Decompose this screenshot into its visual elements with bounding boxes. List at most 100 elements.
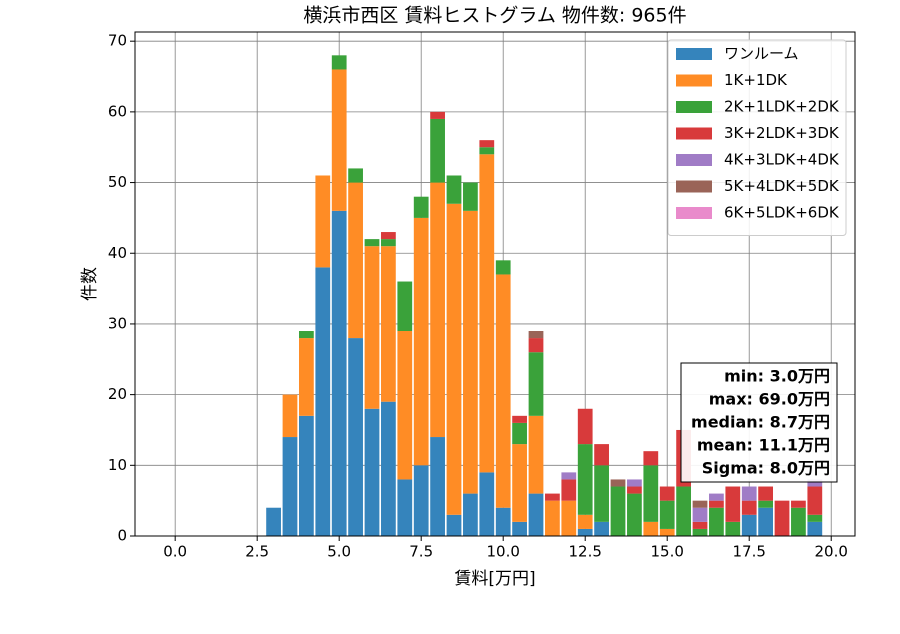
bar-segment [577, 408, 593, 445]
stats-line: median: 8.7万円 [691, 413, 830, 432]
legend-label: 2K+1LDK+2DK [724, 98, 840, 116]
bar-segment [791, 507, 806, 536]
bar-segment [479, 472, 495, 536]
bar-segment [413, 196, 429, 218]
bar-segment [446, 175, 462, 204]
bar-segment [446, 514, 462, 536]
stats-frame [680, 362, 838, 483]
bar-segment [364, 246, 380, 409]
bar-segment [807, 486, 823, 515]
bar-segment [528, 338, 544, 353]
legend-swatch [676, 154, 712, 166]
y-tick-label: 0 [117, 527, 127, 545]
bar-segment [446, 203, 462, 515]
legend-swatch [676, 207, 712, 219]
bar-segment [758, 486, 773, 501]
bar-segment [331, 55, 347, 70]
x-tick-label: 10.0 [486, 543, 519, 561]
x-tick-label: 5.0 [327, 543, 351, 561]
plot-frame [134, 31, 856, 537]
bar-segment [627, 479, 642, 487]
bar-segment [381, 401, 396, 536]
bar-segment [348, 168, 363, 183]
bar-segment [692, 500, 708, 508]
x-tick-label: 2.5 [245, 543, 269, 561]
bar-segment [512, 521, 527, 536]
bar-segment [528, 415, 544, 494]
legend-label: 1K+1DK [724, 71, 788, 89]
bar-segment [463, 210, 478, 494]
bar-segment [528, 331, 544, 339]
legend: ワンルーム 1K+1DK 2K+1LDK+2DK 3K+2LDK+3DK 4K+3LDK… [667, 39, 847, 236]
legend-swatch [676, 48, 712, 60]
stats-line: min: 3.0万円 [724, 367, 830, 386]
bar-segment [430, 182, 445, 438]
bar-segment [610, 486, 626, 536]
bar-segment [758, 500, 773, 508]
stats-line: max: 69.0万円 [709, 390, 830, 409]
bar-segment [807, 514, 823, 522]
bar-segment [528, 352, 544, 416]
bar-segment [577, 444, 593, 515]
bar-segment [725, 486, 741, 522]
bar-segment [594, 465, 609, 522]
x-axis-label: 賃料[万円] [454, 569, 535, 589]
bar-segment [397, 331, 413, 480]
bar-segment [463, 182, 478, 211]
chart-title: 横浜市西区 賃料ヒストグラム 物件数: 965件 [303, 5, 686, 27]
legend-label: ワンルーム [724, 45, 799, 63]
bar-segment [741, 500, 757, 515]
bar-segment [676, 486, 691, 536]
bar-segment [282, 437, 298, 536]
legend-label: 4K+3LDK+4DK [724, 151, 840, 169]
x-tick-label: 12.5 [569, 543, 602, 561]
bar-segment [692, 521, 708, 529]
bar-segment [495, 260, 511, 275]
bar-segment [741, 514, 757, 536]
bar-segment [331, 210, 347, 536]
bar-segment [577, 514, 593, 529]
legend-swatch [676, 180, 712, 193]
bar-segment [659, 528, 675, 536]
bar-segment [364, 408, 380, 536]
bar-segment [577, 528, 593, 536]
legend-label: 3K+2LDK+3DK [724, 124, 840, 142]
bar-segment [561, 500, 577, 536]
y-tick-label: 40 [108, 244, 127, 262]
x-tick-label: 20.0 [815, 543, 848, 561]
bar-segment [545, 500, 560, 536]
bar-segment [348, 182, 363, 339]
bar-segment [331, 69, 347, 211]
ticks: 0.0 2.5 5.0 7.5 10.0 12.5 15.0 17.5 20.0 0 10 20 30 4… [108, 32, 848, 561]
bar-segment [692, 507, 708, 522]
bar-segment [479, 154, 495, 473]
bar-segment [659, 486, 675, 501]
bar-segment [413, 217, 429, 466]
legend-box [667, 39, 847, 236]
legend-label: 6K+5LDK+6DK [724, 204, 840, 222]
y-tick-label: 20 [108, 385, 127, 403]
bar-segment [709, 493, 724, 501]
bar-segment [299, 331, 314, 339]
bar-segment [348, 338, 363, 536]
bar-segment [315, 267, 331, 536]
bar-segment [528, 493, 544, 536]
bar-segment [512, 422, 527, 445]
bar-segment [643, 451, 659, 466]
bar-segment [430, 118, 445, 183]
bar-segment [594, 444, 609, 466]
bar-segment [709, 500, 724, 508]
bar-segment [807, 521, 823, 536]
y-tick-label: 60 [108, 102, 127, 120]
bar-segment [397, 479, 413, 536]
bar-segment [315, 175, 331, 268]
x-tick-label: 15.0 [651, 543, 684, 561]
y-tick-label: 10 [108, 456, 127, 474]
bar-segment [495, 274, 511, 508]
bar-segment [479, 147, 495, 155]
bar-segment [381, 232, 396, 240]
bar-segment [495, 507, 511, 536]
bar-segment [397, 281, 413, 332]
bar-segment [266, 507, 281, 536]
